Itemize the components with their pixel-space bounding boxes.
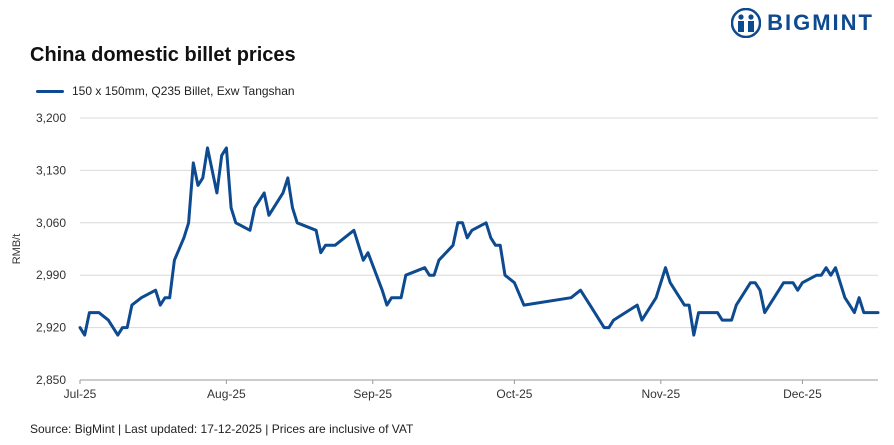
y-tick-label: 2,920 xyxy=(36,321,66,335)
x-tick-label: Sep-25 xyxy=(353,387,392,401)
grid-layer xyxy=(80,117,878,381)
y-tick-label: 2,990 xyxy=(36,268,66,282)
y-tick-label: 3,060 xyxy=(36,216,66,230)
brand-logo: BIGMINT xyxy=(731,8,874,38)
brand-logo-icon xyxy=(731,8,762,38)
legend-swatch xyxy=(36,89,64,93)
y-tick-label: 2,850 xyxy=(36,373,66,387)
chart-legend: 150 x 150mm, Q235 Billet, Exw Tangshan xyxy=(36,84,295,98)
x-tick-label: Jul-25 xyxy=(64,387,97,401)
x-tick-label: Dec-25 xyxy=(783,387,822,401)
chart-title: China domestic billet prices xyxy=(30,44,296,66)
series-layer xyxy=(78,146,880,337)
x-tick-label: Oct-25 xyxy=(496,387,532,401)
y-tick-label: 3,200 xyxy=(36,111,66,125)
source-note: Source: BigMint | Last updated: 17-12-20… xyxy=(30,422,414,436)
legend-label: 150 x 150mm, Q235 Billet, Exw Tangshan xyxy=(72,84,295,98)
y-axis-label: RMB/t xyxy=(11,234,23,265)
x-tick-label: Aug-25 xyxy=(207,387,246,401)
y-tick-label: 3,130 xyxy=(36,163,66,177)
series-line xyxy=(78,146,880,337)
brand-name: BIGMINT xyxy=(767,10,874,35)
x-tick-label: Nov-25 xyxy=(641,387,680,401)
